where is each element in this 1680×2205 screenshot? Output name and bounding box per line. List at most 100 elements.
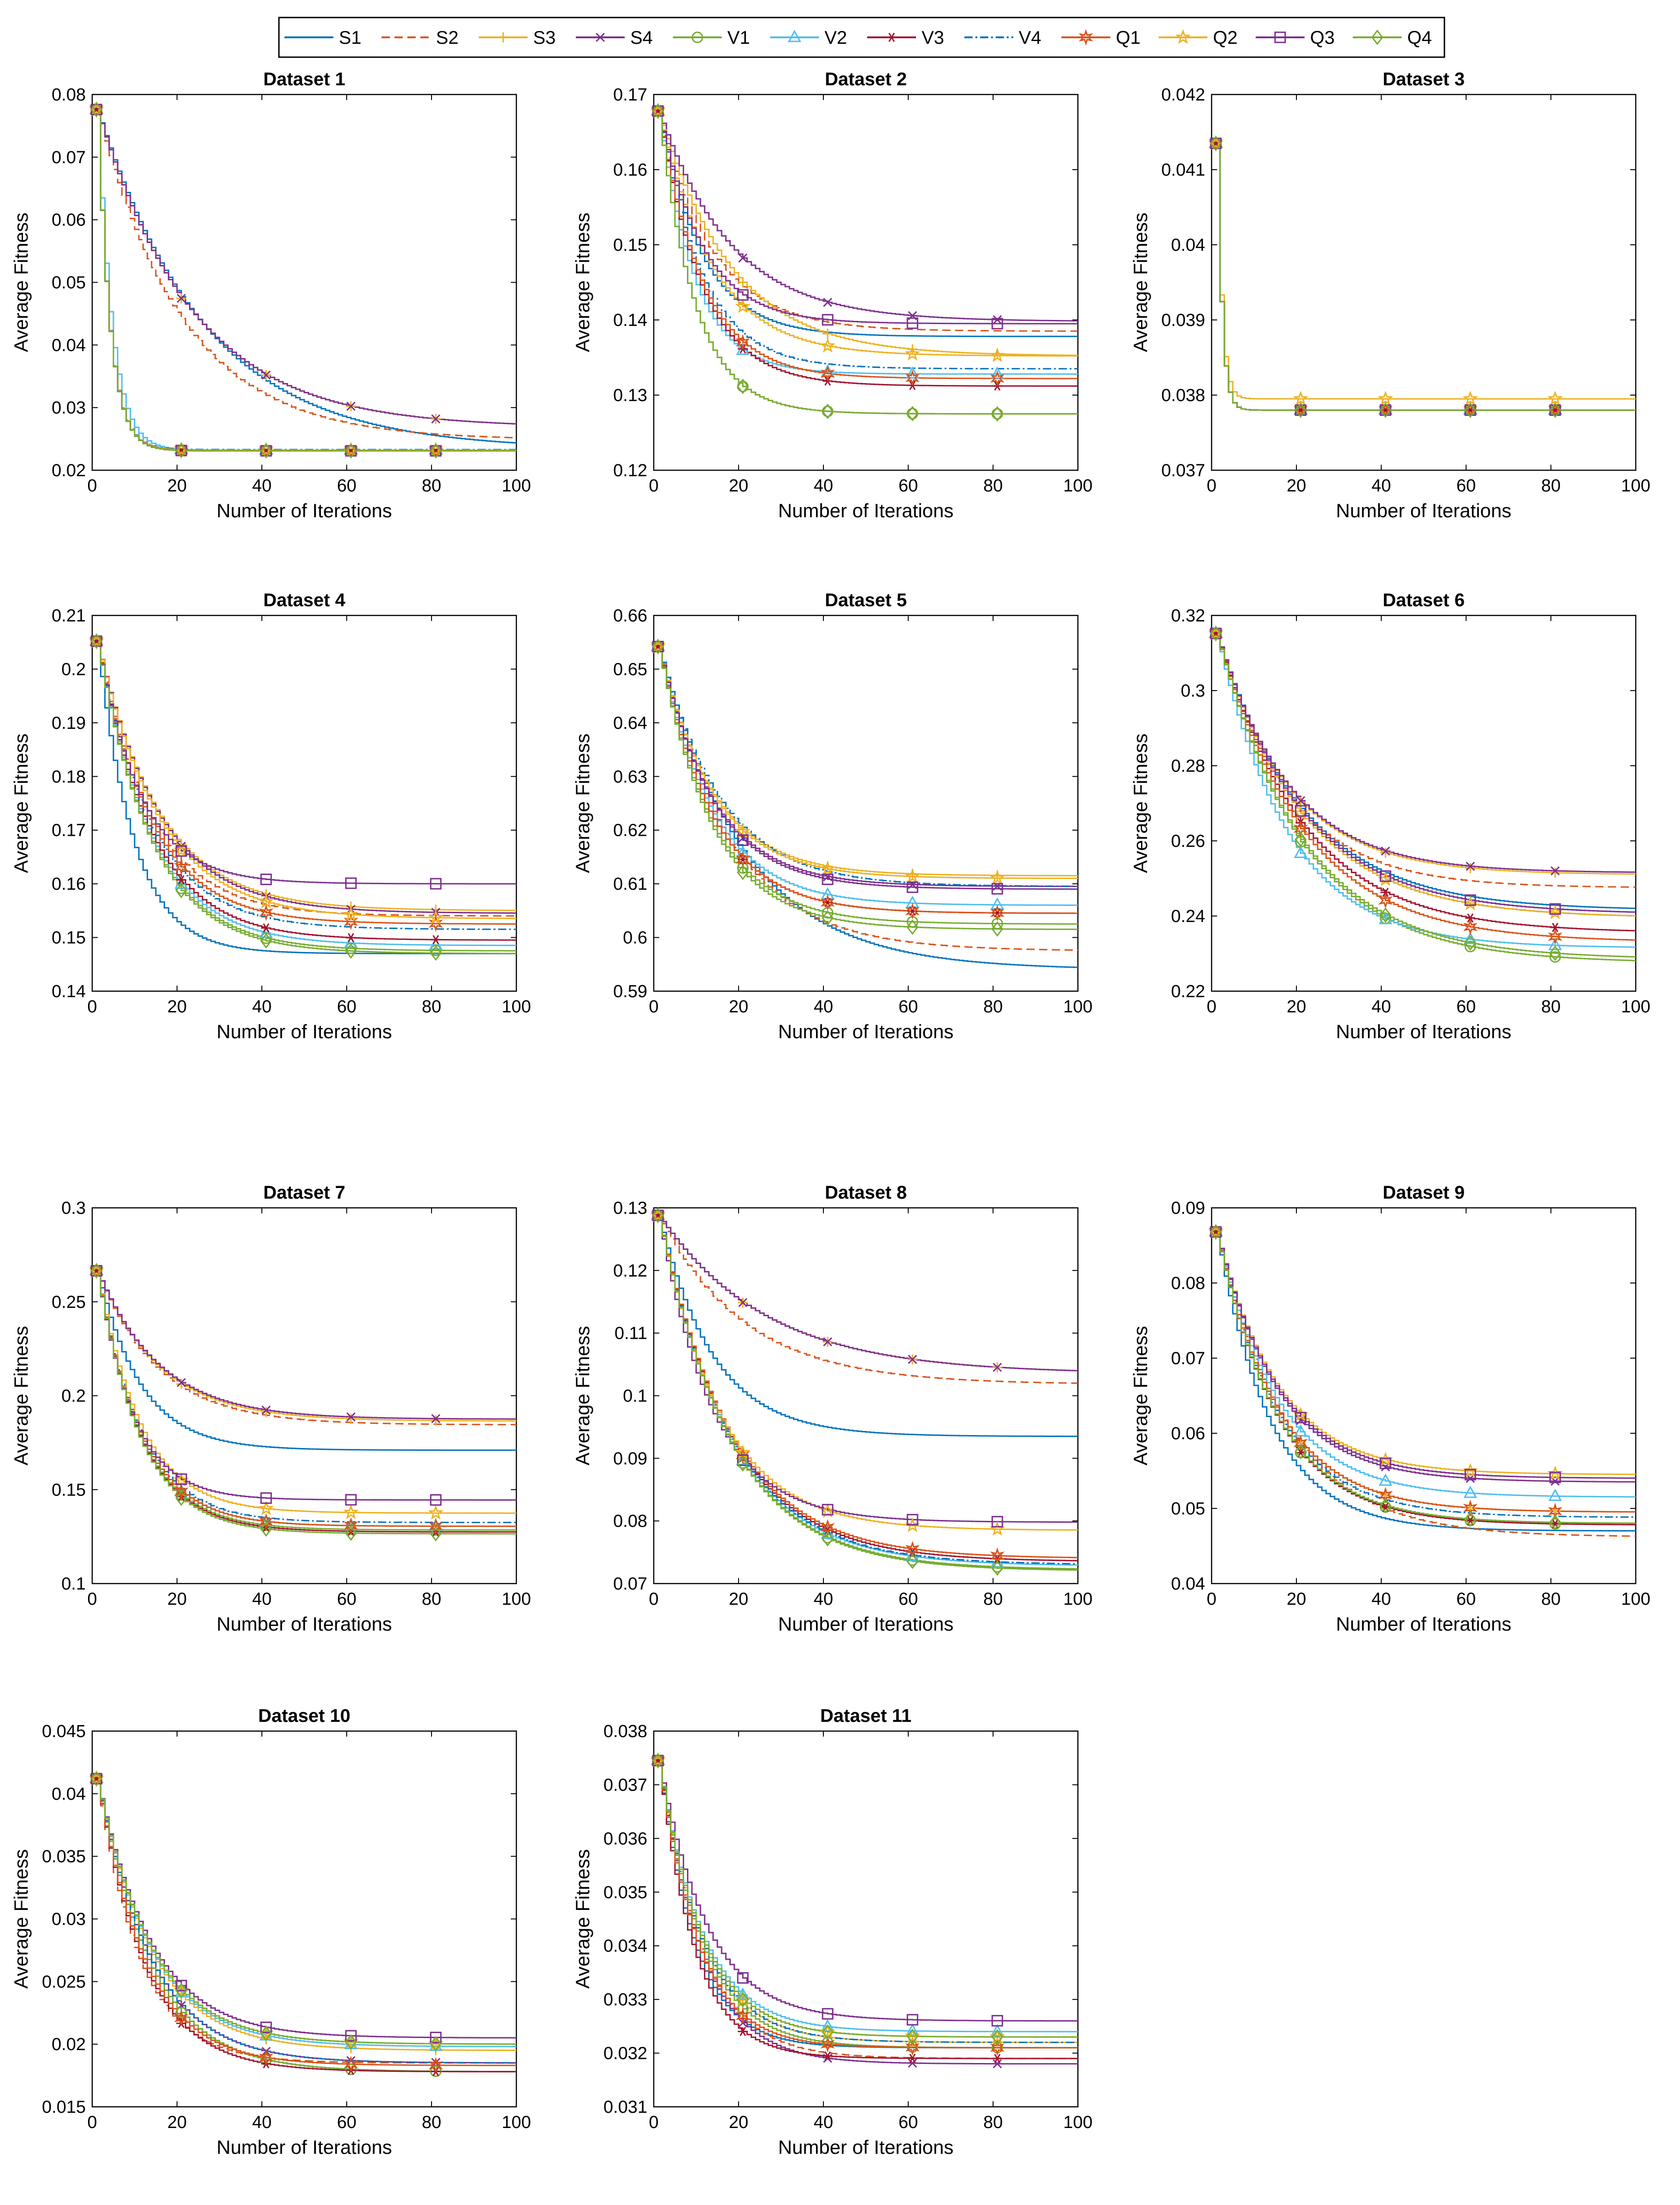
data-point-q1 <box>990 904 1005 922</box>
x-tick-label: 80 <box>983 476 1003 496</box>
series-lines <box>1216 633 1636 962</box>
data-point-q3 <box>1464 1469 1476 1481</box>
data-point-s4 <box>1296 796 1306 805</box>
data-point-v1 <box>1464 940 1476 952</box>
data-point-s3 <box>431 1415 441 1426</box>
y-tick-label: 0.03 <box>52 1910 86 1929</box>
y-tick-label: 0.15 <box>613 236 647 255</box>
x-tick-label: 40 <box>814 476 833 496</box>
series-line-q1 <box>96 640 516 925</box>
x-tick-label: 60 <box>337 2113 356 2132</box>
legend-label: S3 <box>533 28 556 48</box>
data-point-q3 <box>737 834 749 846</box>
series-line-q1 <box>658 646 1078 914</box>
data-point-q2 <box>173 1472 189 1487</box>
x-tick-label: 0 <box>649 476 658 496</box>
chart-title: Dataset 5 <box>825 590 907 610</box>
data-point-q1 <box>1463 1499 1478 1517</box>
data-point-q4 <box>822 1531 834 1547</box>
x-tick-label: 20 <box>1287 476 1306 496</box>
legend-marker-icon <box>1274 31 1286 43</box>
data-point-v1 <box>345 2063 357 2075</box>
data-point-q1 <box>343 2056 358 2073</box>
x-tick-label: 100 <box>502 997 531 1017</box>
x-tick-label: 100 <box>502 476 531 496</box>
y-tick-label: 0.6 <box>623 928 647 948</box>
data-point-s4 <box>993 315 1002 325</box>
data-point-q4 <box>991 1560 1004 1576</box>
data-point-q4 <box>175 882 188 899</box>
x-tick-label: 100 <box>1063 1590 1092 1609</box>
data-point-q4 <box>1295 1443 1307 1460</box>
data-point-q3 <box>345 2030 357 2042</box>
data-point-q3 <box>991 318 1003 330</box>
data-point-q3 <box>991 2015 1003 2027</box>
data-point-v3 <box>992 2054 1003 2063</box>
data-point-q1 <box>259 2049 273 2066</box>
chart-dataset-11: Dataset 11 0 20 40 60 80 100 0.031 0.032 0.033 0.0… <box>572 1706 1093 2158</box>
series-line-s2 <box>658 1214 1078 1384</box>
y-tick-label: 0.1 <box>623 1387 647 1406</box>
data-point-q4 <box>90 1771 103 1786</box>
y-tick-label: 0.07 <box>52 148 86 167</box>
data-point-q3 <box>822 1504 834 1516</box>
y-tick-label: 0.25 <box>52 1293 86 1312</box>
x-tick-label: 40 <box>814 1590 833 1609</box>
y-tick-label: 0.05 <box>1171 1499 1205 1519</box>
data-point-q3 <box>906 2014 918 2026</box>
y-tick-label: 0.19 <box>52 714 86 733</box>
x-tick-label: 80 <box>422 2113 441 2132</box>
data-point-s4 <box>431 414 441 424</box>
data-point-q2 <box>1462 390 1478 406</box>
data-point-s4 <box>823 297 833 307</box>
data-point-q1 <box>1548 928 1562 945</box>
series-line-q3 <box>96 640 516 885</box>
data-point-q1 <box>990 2039 1005 2056</box>
data-point-q3 <box>822 314 834 326</box>
chart-dataset-3: Dataset 3 0 20 40 60 80 100 0.037 0.038 0.039 0.04… <box>1130 69 1650 521</box>
y-tick-label: 0.031 <box>603 2098 647 2117</box>
data-point-v2 <box>821 2019 834 2032</box>
x-tick-label: 40 <box>814 2113 833 2132</box>
x-tick-label: 100 <box>1621 997 1650 1017</box>
data-point-q2 <box>428 442 444 457</box>
data-point-v2 <box>1294 845 1307 858</box>
data-point-q4 <box>1464 1511 1477 1527</box>
chart-dataset-5: Dataset 5 0 20 40 60 80 100 0.59 0.6 0.61 0.62 0.63… <box>572 590 1093 1042</box>
y-axis-label: Average Fitness <box>1130 213 1151 352</box>
legend-entry-v1: V1 <box>673 28 750 48</box>
data-point-q3 <box>175 845 187 857</box>
series-line-q4 <box>1216 633 1636 958</box>
data-point-q1 <box>174 2010 189 2027</box>
data-point-v2 <box>821 1526 834 1539</box>
series-line-v2 <box>658 646 1078 906</box>
y-tick-label: 0.08 <box>52 85 86 105</box>
data-point-q4 <box>1210 136 1222 151</box>
data-point-q4 <box>430 945 442 961</box>
legend-marker-icon <box>887 32 897 42</box>
chart-title: Dataset 8 <box>825 1182 907 1203</box>
x-tick-label: 100 <box>1621 476 1650 496</box>
x-tick-label: 40 <box>1372 997 1391 1017</box>
legend-marker-icon <box>1078 29 1094 46</box>
x-tick-label: 60 <box>899 2113 918 2132</box>
data-point-s3 <box>738 277 748 288</box>
data-point-q1 <box>735 334 750 351</box>
x-tick-label: 80 <box>1541 1590 1561 1609</box>
x-tick-label: 60 <box>1456 997 1476 1017</box>
series-line-q2 <box>658 646 1078 879</box>
y-axis-label: Average Fitness <box>572 1849 593 1989</box>
series-line-s3 <box>658 646 1078 876</box>
plot-area <box>1211 94 1637 471</box>
data-point-s4 <box>993 2059 1002 2069</box>
series-line-v3 <box>96 1270 516 1533</box>
data-point-v2 <box>1548 1489 1562 1501</box>
series-line-q3 <box>658 110 1078 325</box>
data-point-q2 <box>905 346 920 361</box>
series-line-q4 <box>658 646 1078 930</box>
series-line-q3 <box>658 1760 1078 2022</box>
data-point-v2 <box>905 1549 919 1561</box>
series-line-v3 <box>1216 633 1636 932</box>
data-point-q3 <box>430 1494 442 1506</box>
x-tick-label: 40 <box>252 476 272 496</box>
